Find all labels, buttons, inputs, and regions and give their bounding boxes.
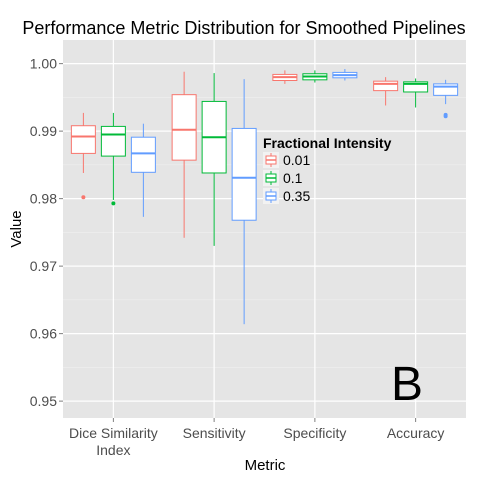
legend-label: 0.01 <box>283 152 310 168</box>
y-tick-label: 0.96 <box>30 326 57 342</box>
y-tick-label: 0.98 <box>30 191 57 207</box>
box-iqr <box>433 83 459 96</box>
legend-key: 0.1 <box>263 170 303 186</box>
box-0_35-2 <box>332 69 358 81</box>
legend-key: 0.01 <box>263 152 310 168</box>
box-0_01-1 <box>171 71 197 238</box>
box-iqr <box>171 94 197 161</box>
y-tick-label: 1.00 <box>30 56 57 72</box>
box-0_1-1 <box>201 73 227 246</box>
y-tick-label: 0.97 <box>30 258 57 274</box>
y-tick-label: 0.99 <box>30 123 57 139</box>
outlier-point <box>443 114 448 119</box>
box-iqr <box>70 125 96 154</box>
box-0_01-2 <box>272 70 298 84</box>
chart-title: Performance Metric Distribution for Smoo… <box>22 18 465 38</box>
box-0_35-0 <box>130 123 156 217</box>
grid-lines <box>63 40 466 418</box>
x-axis-title: Metric <box>245 457 286 474</box>
legend: Fractional Intensity 0.01 0.1 0.35 <box>263 135 392 204</box>
box-iqr <box>231 127 257 221</box>
box-series <box>70 69 459 325</box>
box-0_35-3 <box>433 79 459 119</box>
box-0_1-2 <box>302 70 328 83</box>
x-tick-label: Index <box>96 442 130 458</box>
legend-label: 0.35 <box>283 188 310 204</box>
x-tick-label: Accuracy <box>387 425 445 441</box>
x-tick-label: Specificity <box>283 425 346 441</box>
y-axis: 0.95 0.96 0.97 0.98 0.99 1.00 <box>30 56 63 409</box>
outlier-point <box>111 201 116 206</box>
outlier-point <box>81 195 86 200</box>
y-tick-label: 0.95 <box>30 393 57 409</box>
box-0_35-1 <box>231 79 257 325</box>
box-0_1-0 <box>100 112 126 206</box>
box-iqr <box>373 80 399 92</box>
panel-label: B <box>391 358 423 411</box>
box-0_01-3 <box>373 77 399 106</box>
box-iqr <box>403 81 429 93</box>
legend-keys: 0.01 0.1 0.35 <box>263 152 310 204</box>
legend-label: 0.1 <box>283 170 303 186</box>
legend-title: Fractional Intensity <box>263 135 392 151</box>
y-axis-title: Value <box>8 210 25 247</box>
box-0_01-0 <box>70 112 96 200</box>
box-iqr <box>130 136 156 173</box>
legend-key: 0.35 <box>263 188 310 204</box>
x-tick-label: Dice Similarity <box>69 425 158 441</box>
box-iqr <box>100 125 126 157</box>
x-tick-label: Sensitivity <box>183 425 246 441</box>
box-0_1-3 <box>403 78 429 108</box>
plot-panel <box>63 40 466 418</box>
